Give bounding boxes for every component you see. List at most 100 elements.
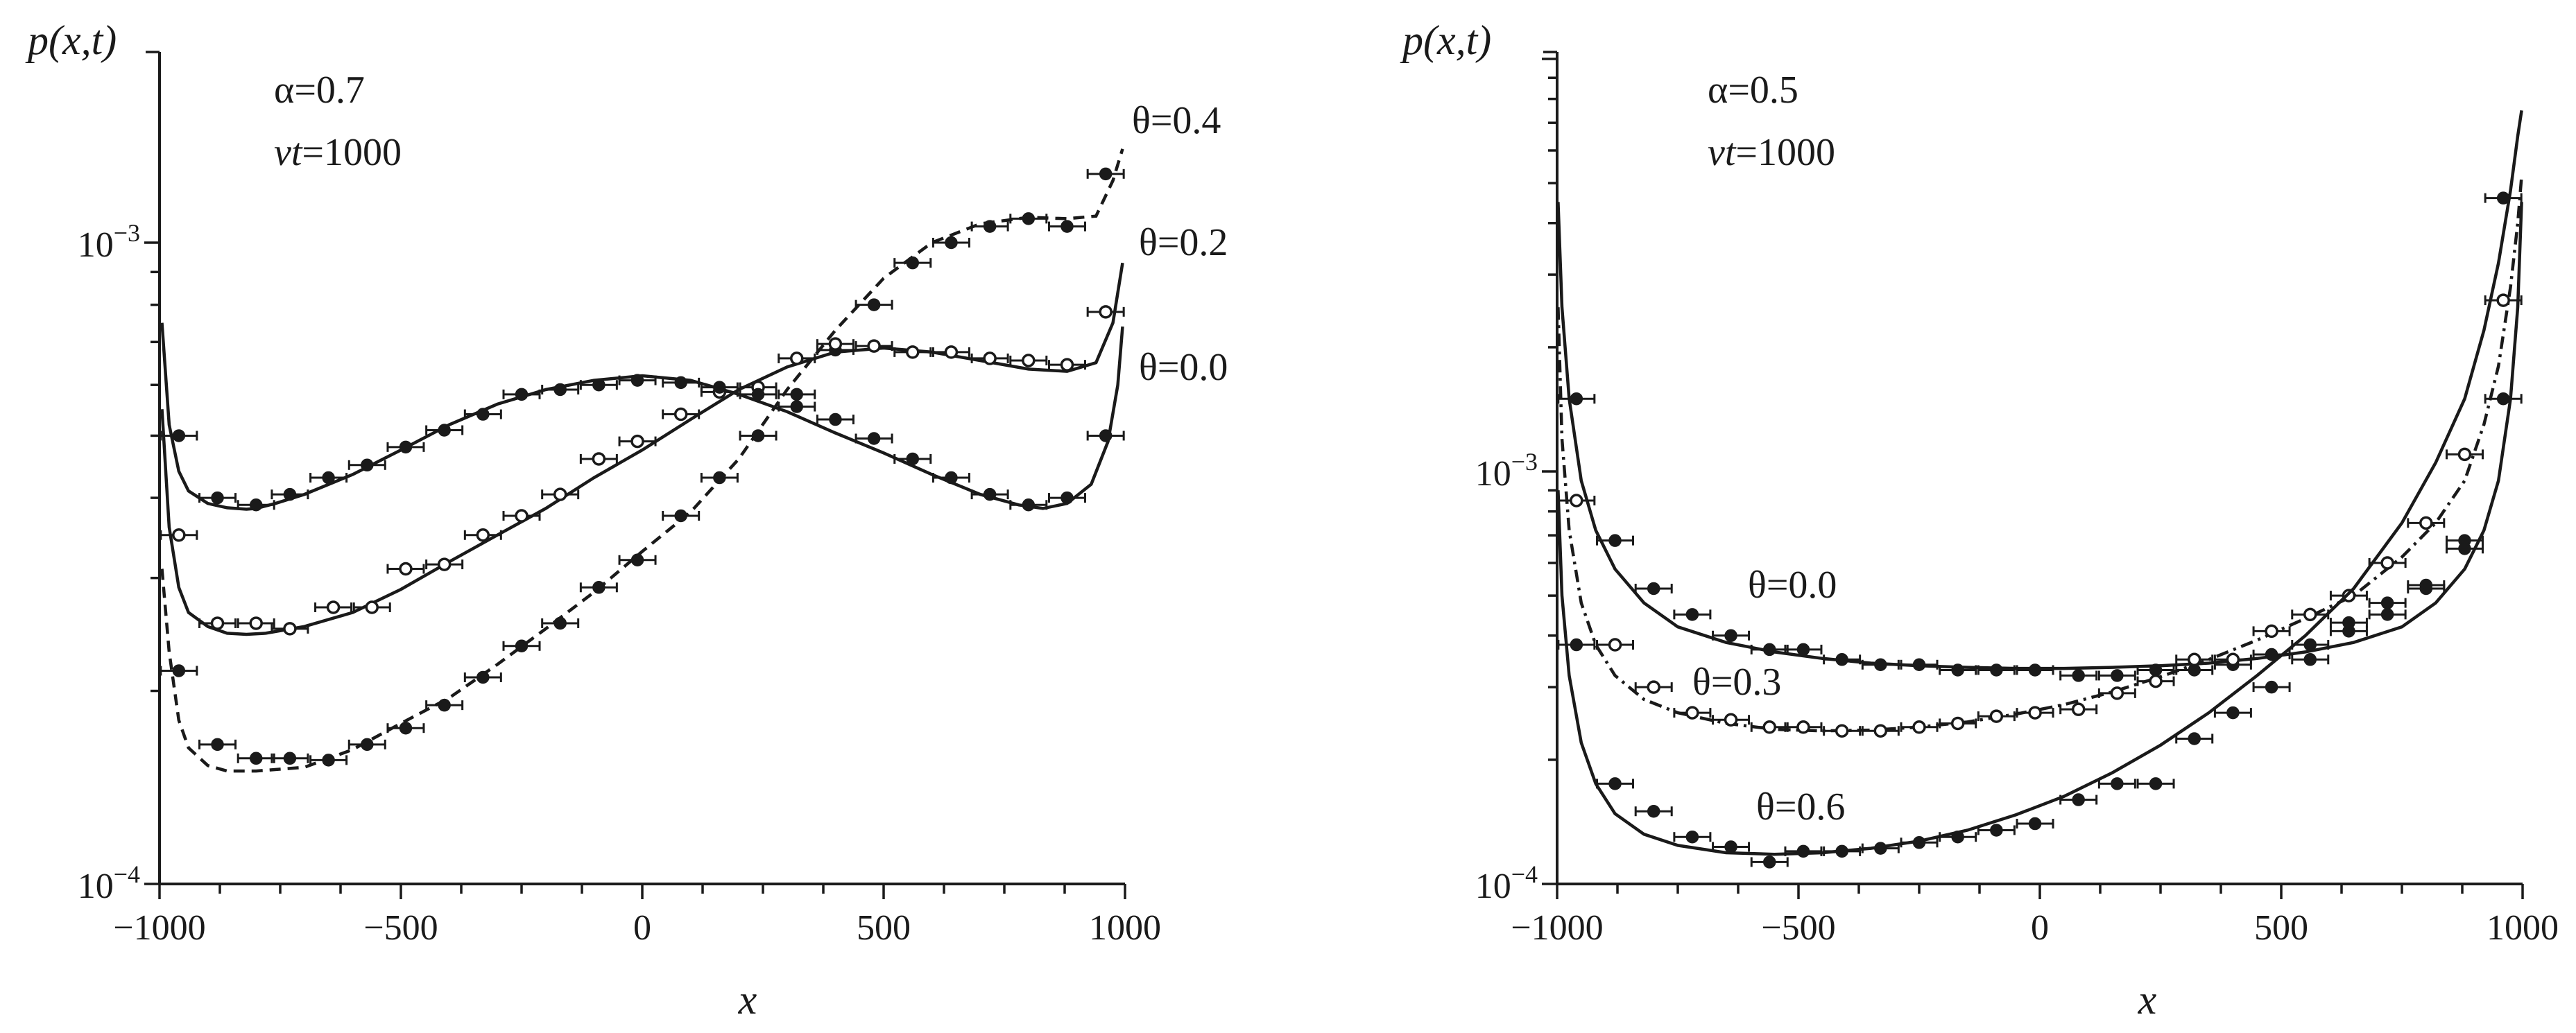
y-tick-label: 10−3 (1475, 448, 1538, 494)
data-point (867, 432, 881, 445)
data-point (1796, 844, 1810, 858)
data-point (2226, 652, 2240, 667)
data-point (211, 491, 224, 505)
data-point (592, 581, 606, 594)
data-point (2342, 589, 2356, 602)
data-point (2226, 706, 2240, 720)
data-point (1724, 713, 1738, 727)
vt-annotation: vt=1000 (274, 131, 402, 174)
data-point (1647, 582, 1660, 596)
series-label: θ=0.3 (1692, 661, 1781, 704)
data-point (592, 378, 606, 392)
data-point (249, 752, 263, 765)
data-point (1990, 663, 2003, 677)
data-point (438, 424, 451, 437)
data-point (751, 388, 765, 401)
x-tick-label: 0 (2031, 908, 2049, 948)
data-point (2303, 638, 2317, 652)
data-point (283, 487, 297, 501)
data-point (1022, 212, 1036, 225)
x-tick-label: −1000 (1511, 908, 1603, 948)
data-point (1835, 844, 1848, 858)
data-point (2458, 542, 2471, 555)
data-point (1950, 716, 1965, 731)
data-point (1951, 663, 1964, 677)
data-point (172, 429, 186, 442)
data-point (399, 721, 413, 735)
data-point (2072, 669, 2085, 682)
series-label: θ=0.0 (1139, 346, 1228, 389)
data-point (674, 376, 687, 390)
data-point (2028, 706, 2042, 720)
data-point (476, 528, 490, 542)
y-tick-label: 10−3 (78, 219, 140, 265)
data-point (2111, 669, 2124, 682)
data-point (2380, 608, 2394, 621)
data-point (674, 509, 687, 523)
data-point (1874, 658, 1887, 672)
data-point (867, 339, 881, 353)
data-point (2419, 578, 2433, 592)
x-tick-label: −500 (363, 908, 438, 948)
data-point (2028, 817, 2042, 831)
data-point (983, 220, 997, 233)
data-point (2265, 648, 2278, 661)
data-point (1989, 709, 2004, 723)
x-axis-label: x (2138, 977, 2157, 1023)
data-point (283, 752, 297, 765)
series-label: θ=0.0 (1748, 564, 1837, 607)
series-curve (160, 322, 1124, 511)
data-point (1060, 358, 1074, 372)
data-point (1685, 830, 1699, 844)
series-curve (1556, 110, 2523, 856)
data-point (2496, 392, 2510, 406)
data-point (438, 698, 451, 712)
data-point (553, 616, 567, 630)
series-curve (1556, 202, 2523, 670)
data-point (2111, 777, 2124, 790)
data-point (906, 345, 920, 359)
data-point (2188, 732, 2201, 745)
data-point (2303, 607, 2317, 622)
data-point (399, 562, 413, 576)
data-point (476, 670, 490, 684)
data-point (2149, 777, 2163, 790)
data-point (1647, 680, 1660, 694)
data-point (751, 429, 765, 442)
data-point (249, 616, 263, 630)
data-point (1022, 354, 1036, 367)
data-point (1099, 305, 1113, 319)
data-point (983, 351, 997, 365)
data-point (2380, 556, 2394, 570)
series-label: θ=0.2 (1139, 221, 1228, 264)
right-panel: 10−3 10−4−1000 −500 0 500 1000 p(x,t) x α=0.5 vt=… (1400, 17, 2559, 1023)
data-point (1762, 720, 1776, 734)
data-point (1685, 706, 1699, 720)
data-point (1608, 534, 1622, 547)
data-point (630, 553, 644, 566)
data-point (2303, 653, 2317, 666)
x-tick-label: −500 (1761, 908, 1835, 948)
data-point (2380, 596, 2394, 609)
data-point (553, 383, 567, 397)
y-tick-label: 10−4 (1475, 860, 1538, 906)
data-point (399, 440, 413, 454)
data-point (1685, 608, 1699, 621)
data-point (365, 600, 379, 614)
data-point (829, 413, 842, 426)
series-curve (1556, 175, 2523, 733)
data-point (1873, 724, 1888, 738)
data-point (2457, 447, 2472, 462)
data-point (906, 256, 920, 270)
data-point (515, 509, 529, 523)
data-point (1762, 643, 1776, 657)
data-point (1912, 658, 1926, 672)
data-point (172, 664, 186, 677)
series-label: θ=0.4 (1132, 99, 1221, 142)
data-point (983, 487, 997, 501)
data-point (713, 471, 726, 485)
data-point (476, 408, 490, 421)
data-point (945, 471, 958, 485)
data-point (1022, 498, 1036, 512)
